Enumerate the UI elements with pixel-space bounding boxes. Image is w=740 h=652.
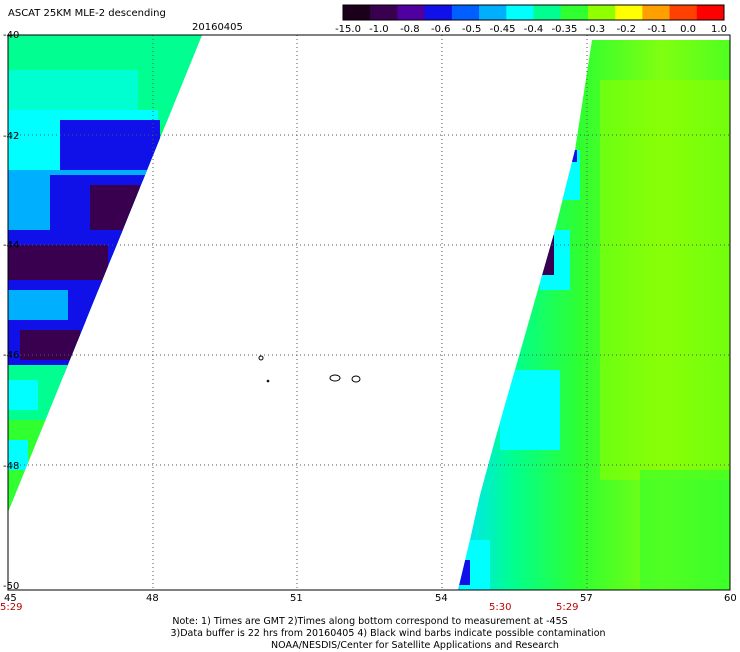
- colorbar-swatch: [397, 5, 426, 20]
- left-swath: [8, 35, 202, 512]
- time-label: 5:29: [556, 602, 578, 613]
- lat-label: -50: [3, 581, 19, 592]
- time-label: 5:30: [489, 602, 511, 613]
- footnote-line-3: NOAA/NESDIS/Center for Satellite Applica…: [271, 640, 559, 651]
- colorbar-swatch: [533, 5, 562, 20]
- colorbar-swatch: [370, 5, 398, 20]
- colorbar-tick-label: -0.6: [431, 24, 451, 35]
- footnote-line-1: Note: 1) Times are GMT 2)Times along bot…: [172, 616, 568, 627]
- colorbar-swatch: [696, 5, 725, 20]
- colorbar-tick-label: 1.0: [711, 24, 727, 35]
- footnote-line-2: 3)Data buffer is 22 hrs from 20160405 4)…: [170, 628, 606, 639]
- colorbar-tick-label: -0.4: [524, 24, 544, 35]
- colorbar-swatch: [506, 5, 534, 20]
- colorbar-tick-label: -1.0: [369, 24, 389, 35]
- lat-label: -48: [3, 461, 19, 472]
- colorbar-tick-label: -0.35: [551, 24, 577, 35]
- colorbar-tick-label: -0.5: [462, 24, 482, 35]
- lat-label: -44: [3, 240, 19, 251]
- colorbar-tick-label: -0.3: [586, 24, 606, 35]
- colorbar-tick-label: -0.2: [616, 24, 636, 35]
- colorbar-swatch: [615, 5, 643, 20]
- colorbar: -15.0 -1.0 -0.8 -0.6 -0.5 -0.45 -0.4 -0.35 -0.3-…: [335, 4, 727, 35]
- colorbar-swatch: [587, 5, 616, 20]
- lat-label: -46: [3, 350, 19, 361]
- colorbar-swatch: [669, 5, 698, 20]
- island-outlines: [258, 355, 361, 383]
- lat-label: -42: [3, 131, 19, 142]
- lon-label: 48: [146, 593, 159, 604]
- lon-label: 57: [580, 593, 593, 604]
- lon-label: 45: [4, 593, 17, 604]
- colorbar-tick-label: -15.0: [335, 24, 361, 35]
- lat-label: -40: [3, 30, 19, 41]
- colorbar-swatch: [560, 5, 589, 20]
- colorbar-swatch: [642, 5, 671, 20]
- colorbar-tick-label: -0.8: [400, 24, 420, 35]
- lon-label: 51: [290, 593, 303, 604]
- lat-lon-grid: [8, 34, 730, 590]
- colorbar-swatch: [424, 5, 453, 20]
- lon-label: 60: [724, 593, 737, 604]
- colorbar-tick-label: -0.45: [490, 24, 516, 35]
- colorbar-tick-label: 0.0: [680, 24, 696, 35]
- colorbar-swatch: [479, 5, 507, 20]
- map-frame: [7, 34, 731, 591]
- colorbar-swatch: [343, 5, 371, 20]
- colorbar-swatch: [451, 5, 480, 20]
- time-label: 5:29: [0, 602, 22, 613]
- colorbar-tick-label: -0.1: [647, 24, 667, 35]
- right-swath: [458, 40, 730, 590]
- colorbar-frame: [342, 4, 725, 21]
- map-title: ASCAT 25KM MLE-2 descending: [8, 8, 166, 19]
- map-date: 20160405: [192, 22, 243, 33]
- lon-label: 54: [435, 593, 448, 604]
